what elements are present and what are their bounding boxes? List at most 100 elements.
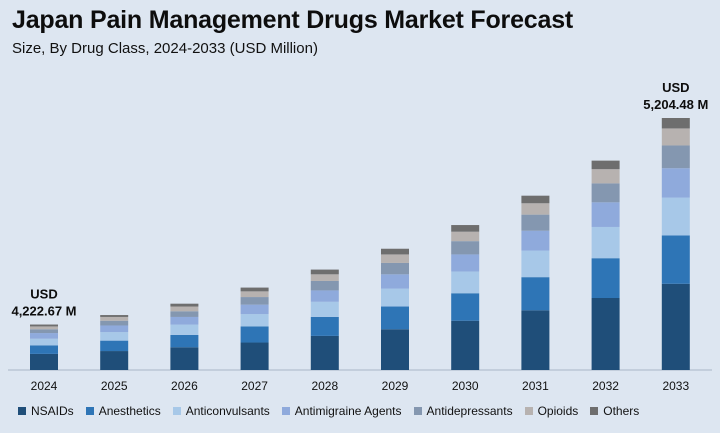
legend-item: Anticonvulsants <box>172 404 270 418</box>
bar-2033-nsaids <box>661 283 690 370</box>
bar-2024-nsaids <box>30 353 58 370</box>
bar-2030-others <box>451 225 480 232</box>
bar-2029-opioids <box>381 254 409 263</box>
bar-2025-nsaids <box>100 351 129 370</box>
bar-2029-others <box>381 248 409 255</box>
legend-item: Others <box>590 404 639 418</box>
x-tick-label: 2031 <box>522 379 549 393</box>
bar-2024-anesthetics <box>30 345 58 354</box>
bar-2030-antidepressants <box>451 241 480 255</box>
bar-2033-antimigraine-agents <box>661 168 690 198</box>
bar-2027-antimigraine-agents <box>240 304 269 315</box>
bar-2026-antimigraine-agents <box>170 316 199 325</box>
bar-2031-anticonvulsants <box>521 250 550 278</box>
bar-2028-antimigraine-agents <box>310 290 339 302</box>
bar-2026-anticonvulsants <box>170 324 199 335</box>
x-tick-label: 2027 <box>241 379 268 393</box>
bar-2024-antimigraine-agents <box>30 333 58 339</box>
bar-2030-anesthetics <box>451 293 480 321</box>
legend-item: Anesthetics <box>85 404 161 418</box>
bar-2028-opioids <box>310 274 339 281</box>
bar-2026-anesthetics <box>170 334 199 348</box>
x-tick-label: 2033 <box>662 379 689 393</box>
annotation-value: 5,204.48 M <box>643 97 708 112</box>
bar-2029-anesthetics <box>381 306 409 330</box>
legend-item: Antimigraine Agents <box>281 404 402 418</box>
bar-2024-opioids <box>30 326 58 330</box>
legend-swatch <box>413 407 422 415</box>
bar-2031-others <box>521 195 550 204</box>
bar-2033-others <box>661 118 690 129</box>
bar-2028-antidepressants <box>310 280 339 291</box>
bar-2028-nsaids <box>310 335 339 370</box>
legend-item: NSAIDs <box>18 404 74 418</box>
bar-2032-others <box>591 160 620 170</box>
x-tick-label: 2032 <box>592 379 619 393</box>
chart-subtitle: Size, By Drug Class, 2024-2033 (USD Mill… <box>12 40 318 57</box>
bar-2027-opioids <box>240 291 269 298</box>
bar-2032-antidepressants <box>591 183 620 203</box>
stacked-bar-chart: 2024 2025 2026 2027 2028 2029 2030 2031 2032 2033… <box>8 80 712 393</box>
legend-swatch <box>281 407 290 415</box>
legend-swatch <box>85 407 94 415</box>
bar-2025-opioids <box>100 316 129 321</box>
bar-2029-antimigraine-agents <box>381 274 409 289</box>
bar-2026-others <box>170 303 199 307</box>
x-tick-label: 2028 <box>311 379 338 393</box>
bar-2033-anesthetics <box>661 235 690 284</box>
legend-item: Opioids <box>524 404 578 418</box>
annotation-value: 4,222.67 M <box>11 304 76 319</box>
bar-2027-antidepressants <box>240 297 269 305</box>
bar-2032-antimigraine-agents <box>591 202 620 227</box>
bar-2027-others <box>240 287 269 292</box>
bar-2029-nsaids <box>381 329 409 370</box>
annotation-currency: USD <box>662 80 689 95</box>
x-tick-label: 2029 <box>382 379 409 393</box>
bar-2026-antidepressants <box>170 311 199 317</box>
bar-2030-antimigraine-agents <box>451 254 480 272</box>
bar-2031-opioids <box>521 203 550 215</box>
bar-2025-anticonvulsants <box>100 332 129 341</box>
legend-label: Antidepressants <box>426 404 513 418</box>
bar-2030-opioids <box>451 231 480 242</box>
chart-legend: NSAIDs Anesthetics Anticonvulsants Antimigr… <box>18 404 639 418</box>
legend-swatch <box>524 407 533 415</box>
chart-title: Japan Pain Management Drugs Market Forec… <box>12 6 574 34</box>
bar-2029-antidepressants <box>381 262 409 275</box>
bar-2030-anticonvulsants <box>451 271 480 294</box>
bar-2025-others <box>100 315 129 317</box>
bar-2032-opioids <box>591 169 620 184</box>
legend-label: Antimigraine Agents <box>294 404 402 418</box>
legend-swatch <box>172 407 181 415</box>
bar-2033-opioids <box>661 128 690 146</box>
bar-2032-anticonvulsants <box>591 226 620 259</box>
x-tick-label: 2030 <box>452 379 479 393</box>
bar-2028-others <box>310 269 339 275</box>
bar-2027-nsaids <box>240 342 269 370</box>
bar-2027-anticonvulsants <box>240 314 269 327</box>
bar-2028-anticonvulsants <box>310 301 339 317</box>
bar-2031-antimigraine-agents <box>521 230 550 251</box>
legend-swatch <box>590 407 599 415</box>
bar-2031-nsaids <box>521 310 550 370</box>
bar-2027-anesthetics <box>240 326 269 343</box>
legend-label: Others <box>603 404 640 418</box>
bar-2025-antimigraine-agents <box>100 325 129 333</box>
bar-2024-antidepressants <box>30 329 58 334</box>
x-tick-label: 2025 <box>101 379 128 393</box>
bar-2028-anesthetics <box>310 316 339 336</box>
legend-label: Anesthetics <box>98 404 161 418</box>
x-tick-label: 2024 <box>31 379 58 393</box>
bar-2033-antidepressants <box>661 145 690 169</box>
x-tick-label: 2026 <box>171 379 198 393</box>
bar-2024-others <box>30 324 58 327</box>
bar-2026-opioids <box>170 306 199 312</box>
bar-2031-antidepressants <box>521 214 550 231</box>
bar-2026-nsaids <box>170 347 199 370</box>
bar-2029-anticonvulsants <box>381 288 409 307</box>
bar-2032-anesthetics <box>591 258 620 298</box>
bar-2025-anesthetics <box>100 340 129 352</box>
bar-2033-anticonvulsants <box>661 197 690 236</box>
bar-2032-nsaids <box>591 298 620 370</box>
annotation-currency: USD <box>30 287 57 302</box>
